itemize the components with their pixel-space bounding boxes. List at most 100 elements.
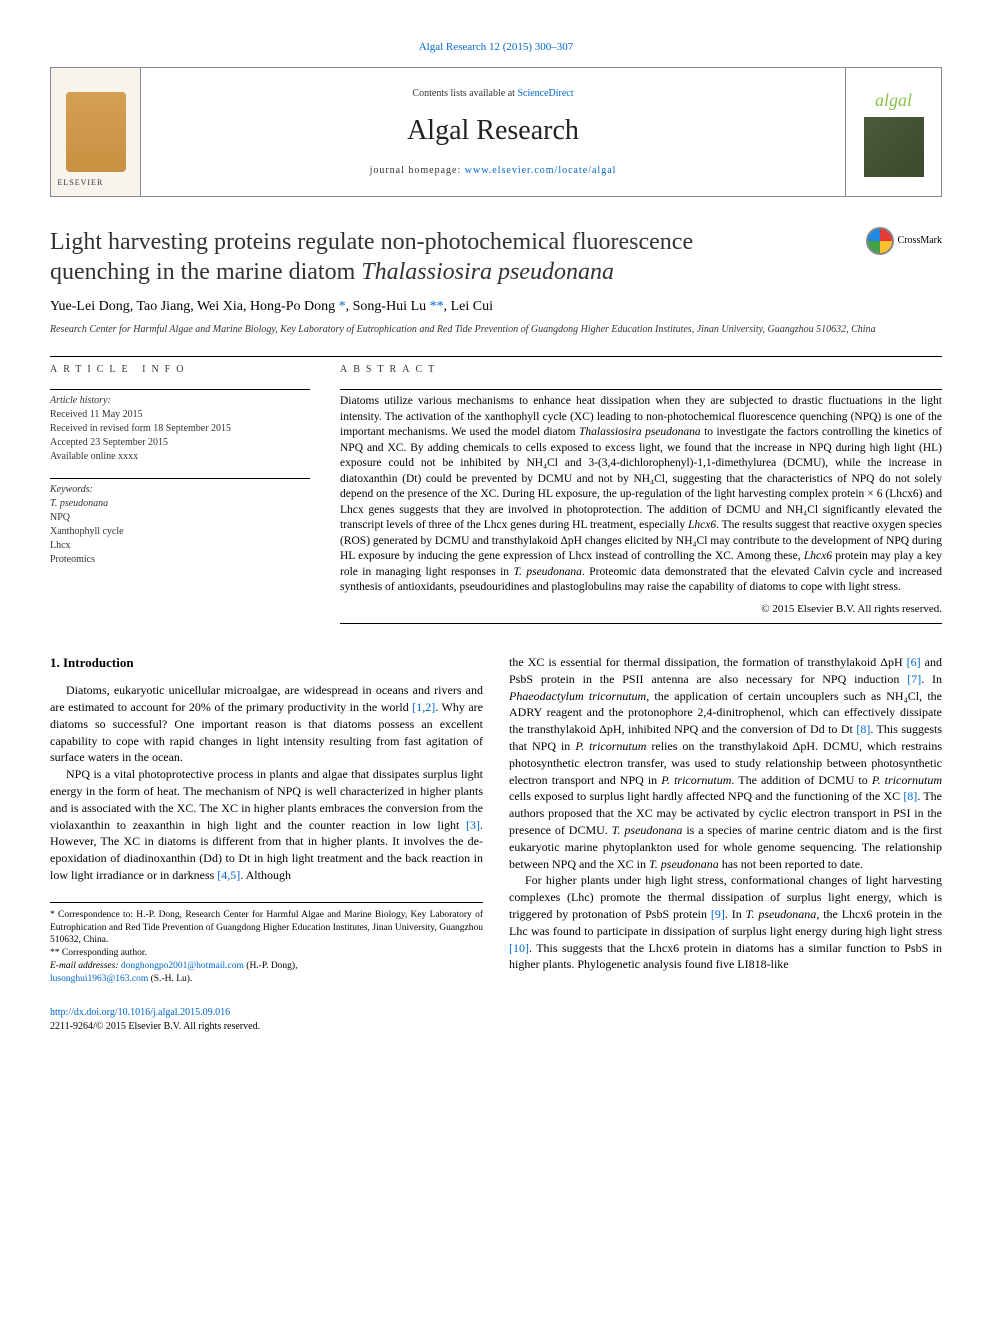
crossmark-label: CrossMark xyxy=(898,234,942,248)
lp2c: . Although xyxy=(240,868,291,882)
online-date: Available online xxxx xyxy=(50,450,310,464)
intro-heading: 1. Introduction xyxy=(50,654,483,672)
email-1-paren: (H.-P. Dong), xyxy=(244,961,298,971)
ref-8[interactable]: [8] xyxy=(856,722,870,736)
lp2a: NPQ is a vital photoprotective process i… xyxy=(50,767,483,831)
ref-8b[interactable]: [8] xyxy=(903,789,917,803)
intro-para-1: Diatoms, eukaryotic unicellular microalg… xyxy=(50,682,483,766)
ref-1-2[interactable]: [1,2] xyxy=(412,700,435,714)
elsevier-logo xyxy=(66,92,126,172)
i-ptri3: P. tricornutum xyxy=(872,773,942,787)
top-rule xyxy=(50,356,942,357)
right-column: the XC is essential for thermal dissipat… xyxy=(509,654,942,986)
i-phaeo: Phaeodactylum tricornutum xyxy=(509,689,646,703)
abs-i4: T. pseudonana xyxy=(514,566,582,578)
ref-3[interactable]: [3] xyxy=(466,818,480,832)
abs-i1: Thalassiosira pseudonana xyxy=(579,426,701,438)
contents-line: Contents lists available at ScienceDirec… xyxy=(412,87,573,101)
abstract-rule xyxy=(340,389,942,390)
keyword-4: Lhcx xyxy=(50,539,310,553)
abs-i2: Lhcx6 xyxy=(688,519,716,531)
contents-prefix: Contents lists available at xyxy=(412,88,517,99)
authors-end: , Lei Cui xyxy=(444,299,493,314)
affiliation: Research Center for Harmful Algae and Ma… xyxy=(50,323,942,336)
info-rule-2 xyxy=(50,478,310,479)
footnote-corr2: ** Corresponding author. xyxy=(50,947,483,960)
body-columns: 1. Introduction Diatoms, eukaryotic unic… xyxy=(50,654,942,986)
publisher-logo-cell xyxy=(51,68,141,196)
i-tpseu3: T. pseudonana xyxy=(746,907,817,921)
rp1c: . In xyxy=(921,672,942,686)
abstract-column: abstract Diatoms utilize various mechani… xyxy=(340,363,942,624)
keyword-3: Xanthophyll cycle xyxy=(50,525,310,539)
right-para-1: the XC is essential for thermal dissipat… xyxy=(509,654,942,872)
abstract-copyright: © 2015 Elsevier B.V. All rights reserved… xyxy=(340,602,942,617)
authors-part1: Yue-Lei Dong, Tao Jiang, Wei Xia, Hong-P… xyxy=(50,299,339,314)
rp1g: . The addition of DCMU to xyxy=(731,773,871,787)
footnotes: * Correspondence to: H.-P. Dong, Researc… xyxy=(50,902,483,986)
keywords-label: Keywords: xyxy=(50,483,310,497)
homepage-link[interactable]: www.elsevier.com/locate/algal xyxy=(465,165,617,176)
footer: http://dx.doi.org/10.1016/j.algal.2015.0… xyxy=(50,1006,942,1034)
keyword-5: Proteomics xyxy=(50,553,310,567)
article-title: Light harvesting proteins regulate non-p… xyxy=(50,227,693,287)
homepage-line: journal homepage: www.elsevier.com/locat… xyxy=(370,164,617,178)
email-label: E-mail addresses: xyxy=(50,961,121,971)
footnote-emails: E-mail addresses: donghongpo2001@hotmail… xyxy=(50,960,483,986)
received-date: Received 11 May 2015 xyxy=(50,408,310,422)
doi-link[interactable]: http://dx.doi.org/10.1016/j.algal.2015.0… xyxy=(50,1007,230,1018)
journal-reference: Algal Research 12 (2015) 300–307 xyxy=(50,40,942,55)
rp2d: . This suggests that the Lhcx6 protein i… xyxy=(509,941,942,972)
header-center: Contents lists available at ScienceDirec… xyxy=(141,68,845,196)
title-line2-italic: Thalassiosira pseudonana xyxy=(361,259,614,285)
i-tpseu2: T. pseudonana xyxy=(649,857,719,871)
sciencedirect-link[interactable]: ScienceDirect xyxy=(517,88,573,99)
left-column: 1. Introduction Diatoms, eukaryotic unic… xyxy=(50,654,483,986)
ref-4-5[interactable]: [4,5] xyxy=(217,868,240,882)
header-right: algal xyxy=(845,68,941,196)
algal-logo: algal xyxy=(875,88,912,113)
rp1k: has not been reported to date. xyxy=(719,857,863,871)
journal-title: Algal Research xyxy=(407,111,579,150)
i-ptri2: P. tricornutum xyxy=(661,773,731,787)
ref-7[interactable]: [7] xyxy=(907,672,921,686)
abs-i3: Lhcx6 xyxy=(804,550,832,562)
ref-6[interactable]: [6] xyxy=(907,655,921,669)
crossmark-icon xyxy=(866,227,894,255)
email-2[interactable]: lusonghui1963@163.com xyxy=(50,974,148,984)
title-line1: Light harvesting proteins regulate non-p… xyxy=(50,229,693,255)
keywords-block: Keywords: T. pseudonana NPQ Xanthophyll … xyxy=(50,483,310,567)
article-history: Article history: Received 11 May 2015 Re… xyxy=(50,394,310,464)
info-rule-1 xyxy=(50,389,310,390)
journal-cover-thumb xyxy=(864,117,924,177)
abstract-text: Diatoms utilize various mechanisms to en… xyxy=(340,394,942,596)
crossmark-badge[interactable]: CrossMark xyxy=(866,227,942,255)
i-tpseu: T. pseudonana xyxy=(612,823,683,837)
authors-mid: , Song-Hui Lu xyxy=(346,299,430,314)
post-abstract-rule xyxy=(340,623,942,624)
title-line2-plain: quenching in the marine diatom xyxy=(50,259,361,285)
abs-p2: to investigate the factors controlling t… xyxy=(340,426,942,531)
ref-10[interactable]: [10] xyxy=(509,941,529,955)
email-1[interactable]: donghongpo2001@hotmail.com xyxy=(121,961,244,971)
abstract-head: abstract xyxy=(340,363,942,377)
footnote-corr1: * Correspondence to: H.-P. Dong, Researc… xyxy=(50,909,483,947)
corr-mark-1[interactable]: * xyxy=(339,299,346,314)
issn-copyright: 2211-9264/© 2015 Elsevier B.V. All right… xyxy=(50,1021,260,1032)
rp2b: . In xyxy=(725,907,746,921)
keyword-2: NPQ xyxy=(50,511,310,525)
accepted-date: Accepted 23 September 2015 xyxy=(50,436,310,450)
intro-para-2: NPQ is a vital photoprotective process i… xyxy=(50,766,483,884)
right-para-2: For higher plants under high light stres… xyxy=(509,872,942,973)
email-2-paren: (S.-H. Lu). xyxy=(148,974,192,984)
ref-9[interactable]: [9] xyxy=(711,907,725,921)
article-info-head: article info xyxy=(50,363,310,377)
article-info-column: article info Article history: Received 1… xyxy=(50,363,310,624)
authors-line: Yue-Lei Dong, Tao Jiang, Wei Xia, Hong-P… xyxy=(50,297,942,317)
rp1a: the XC is essential for thermal dissipat… xyxy=(509,655,907,669)
journal-header: Contents lists available at ScienceDirec… xyxy=(50,67,942,197)
i-ptri1: P. tricornutum xyxy=(575,739,646,753)
revised-date: Received in revised form 18 September 20… xyxy=(50,422,310,436)
rp1h: cells exposed to surplus light hardly af… xyxy=(509,789,903,803)
corr-mark-2[interactable]: ** xyxy=(430,299,444,314)
